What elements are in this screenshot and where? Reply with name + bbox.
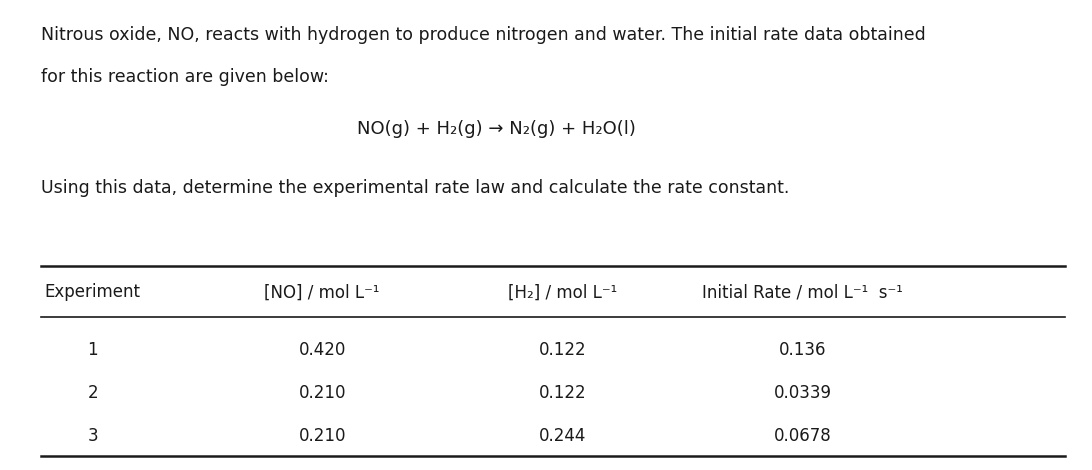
- Text: [NO] / mol L⁻¹: [NO] / mol L⁻¹: [264, 283, 380, 301]
- Text: Initial Rate / mol L⁻¹  s⁻¹: Initial Rate / mol L⁻¹ s⁻¹: [702, 283, 903, 301]
- Text: Using this data, determine the experimental rate law and calculate the rate cons: Using this data, determine the experimen…: [41, 179, 790, 196]
- Text: 0.210: 0.210: [298, 427, 346, 445]
- Text: for this reaction are given below:: for this reaction are given below:: [41, 68, 330, 86]
- Text: 0.0339: 0.0339: [773, 384, 832, 402]
- Text: [H₂] / mol L⁻¹: [H₂] / mol L⁻¹: [508, 283, 617, 301]
- Text: 0.122: 0.122: [538, 341, 586, 359]
- Text: 1: 1: [87, 341, 98, 359]
- Text: Experiment: Experiment: [45, 283, 141, 301]
- Text: 0.122: 0.122: [538, 384, 586, 402]
- Text: 0.244: 0.244: [538, 427, 586, 445]
- Text: NO(g) + H₂(g) → N₂(g) + H₂O(l): NO(g) + H₂(g) → N₂(g) + H₂O(l): [357, 120, 637, 138]
- Text: 2: 2: [87, 384, 98, 402]
- Text: 3: 3: [87, 427, 98, 445]
- Text: 0.210: 0.210: [298, 384, 346, 402]
- Text: 0.420: 0.420: [298, 341, 346, 359]
- Text: 0.0678: 0.0678: [774, 427, 831, 445]
- Text: Nitrous oxide, NO, reacts with hydrogen to produce nitrogen and water. The initi: Nitrous oxide, NO, reacts with hydrogen …: [41, 26, 926, 44]
- Text: 0.136: 0.136: [779, 341, 827, 359]
